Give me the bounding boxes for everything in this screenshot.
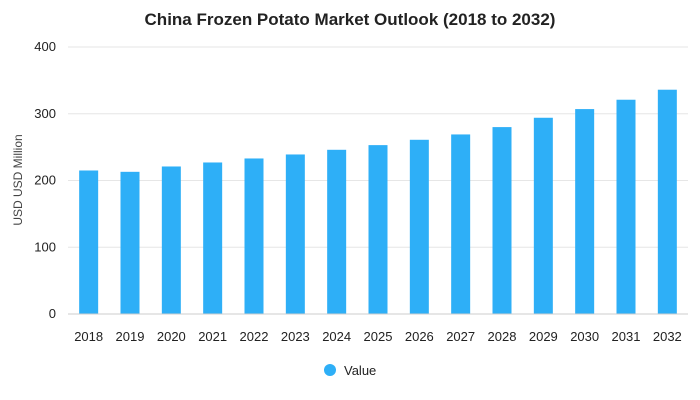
x-tick-label: 2024: [322, 329, 351, 344]
y-tick-label: 0: [49, 306, 56, 321]
x-tick-label: 2025: [364, 329, 393, 344]
x-tick-label: 2030: [570, 329, 599, 344]
x-tick-label: 2020: [157, 329, 186, 344]
legend: Value: [324, 363, 376, 378]
bar-2026: [409, 139, 429, 314]
x-tick-label: 2028: [488, 329, 517, 344]
x-tick-label: 2027: [446, 329, 475, 344]
y-axis-label: USD USD Million: [11, 134, 25, 225]
bar-2025: [368, 145, 388, 314]
bar-2018: [79, 170, 99, 314]
bar-2030: [575, 109, 595, 314]
x-tick-labels: 2018 2019 2020 2021 2022 2023 2024 2025 2026 2027…: [74, 329, 682, 344]
bar-2021: [203, 162, 223, 314]
x-tick-label: 2029: [529, 329, 558, 344]
legend-swatch: [324, 364, 336, 376]
y-tick-label: 300: [34, 106, 56, 121]
bar-2024: [327, 149, 347, 314]
bar-2023: [285, 154, 305, 314]
y-tick-label: 200: [34, 173, 56, 188]
x-tick-label: 2022: [240, 329, 269, 344]
chart-title: China Frozen Potato Market Outlook (2018…: [145, 10, 556, 29]
x-tick-label: 2032: [653, 329, 682, 344]
bar-2029: [533, 117, 553, 314]
bar-2031: [616, 99, 636, 314]
y-tick-labels: 0 100 200 300 400: [34, 39, 56, 321]
bar-2020: [161, 166, 181, 314]
bar-2027: [451, 134, 471, 314]
x-tick-label: 2021: [198, 329, 227, 344]
bar-2019: [120, 171, 140, 314]
x-tick-label: 2026: [405, 329, 434, 344]
x-tick-label: 2018: [74, 329, 103, 344]
x-tick-label: 2023: [281, 329, 310, 344]
y-tick-label: 400: [34, 39, 56, 54]
bar-2032: [657, 89, 677, 314]
bars: [79, 89, 677, 314]
x-tick-label: 2019: [116, 329, 145, 344]
bar-2022: [244, 158, 264, 314]
x-tick-label: 2031: [612, 329, 641, 344]
y-tick-label: 100: [34, 239, 56, 254]
bar-2028: [492, 127, 512, 314]
legend-label: Value: [344, 363, 376, 378]
